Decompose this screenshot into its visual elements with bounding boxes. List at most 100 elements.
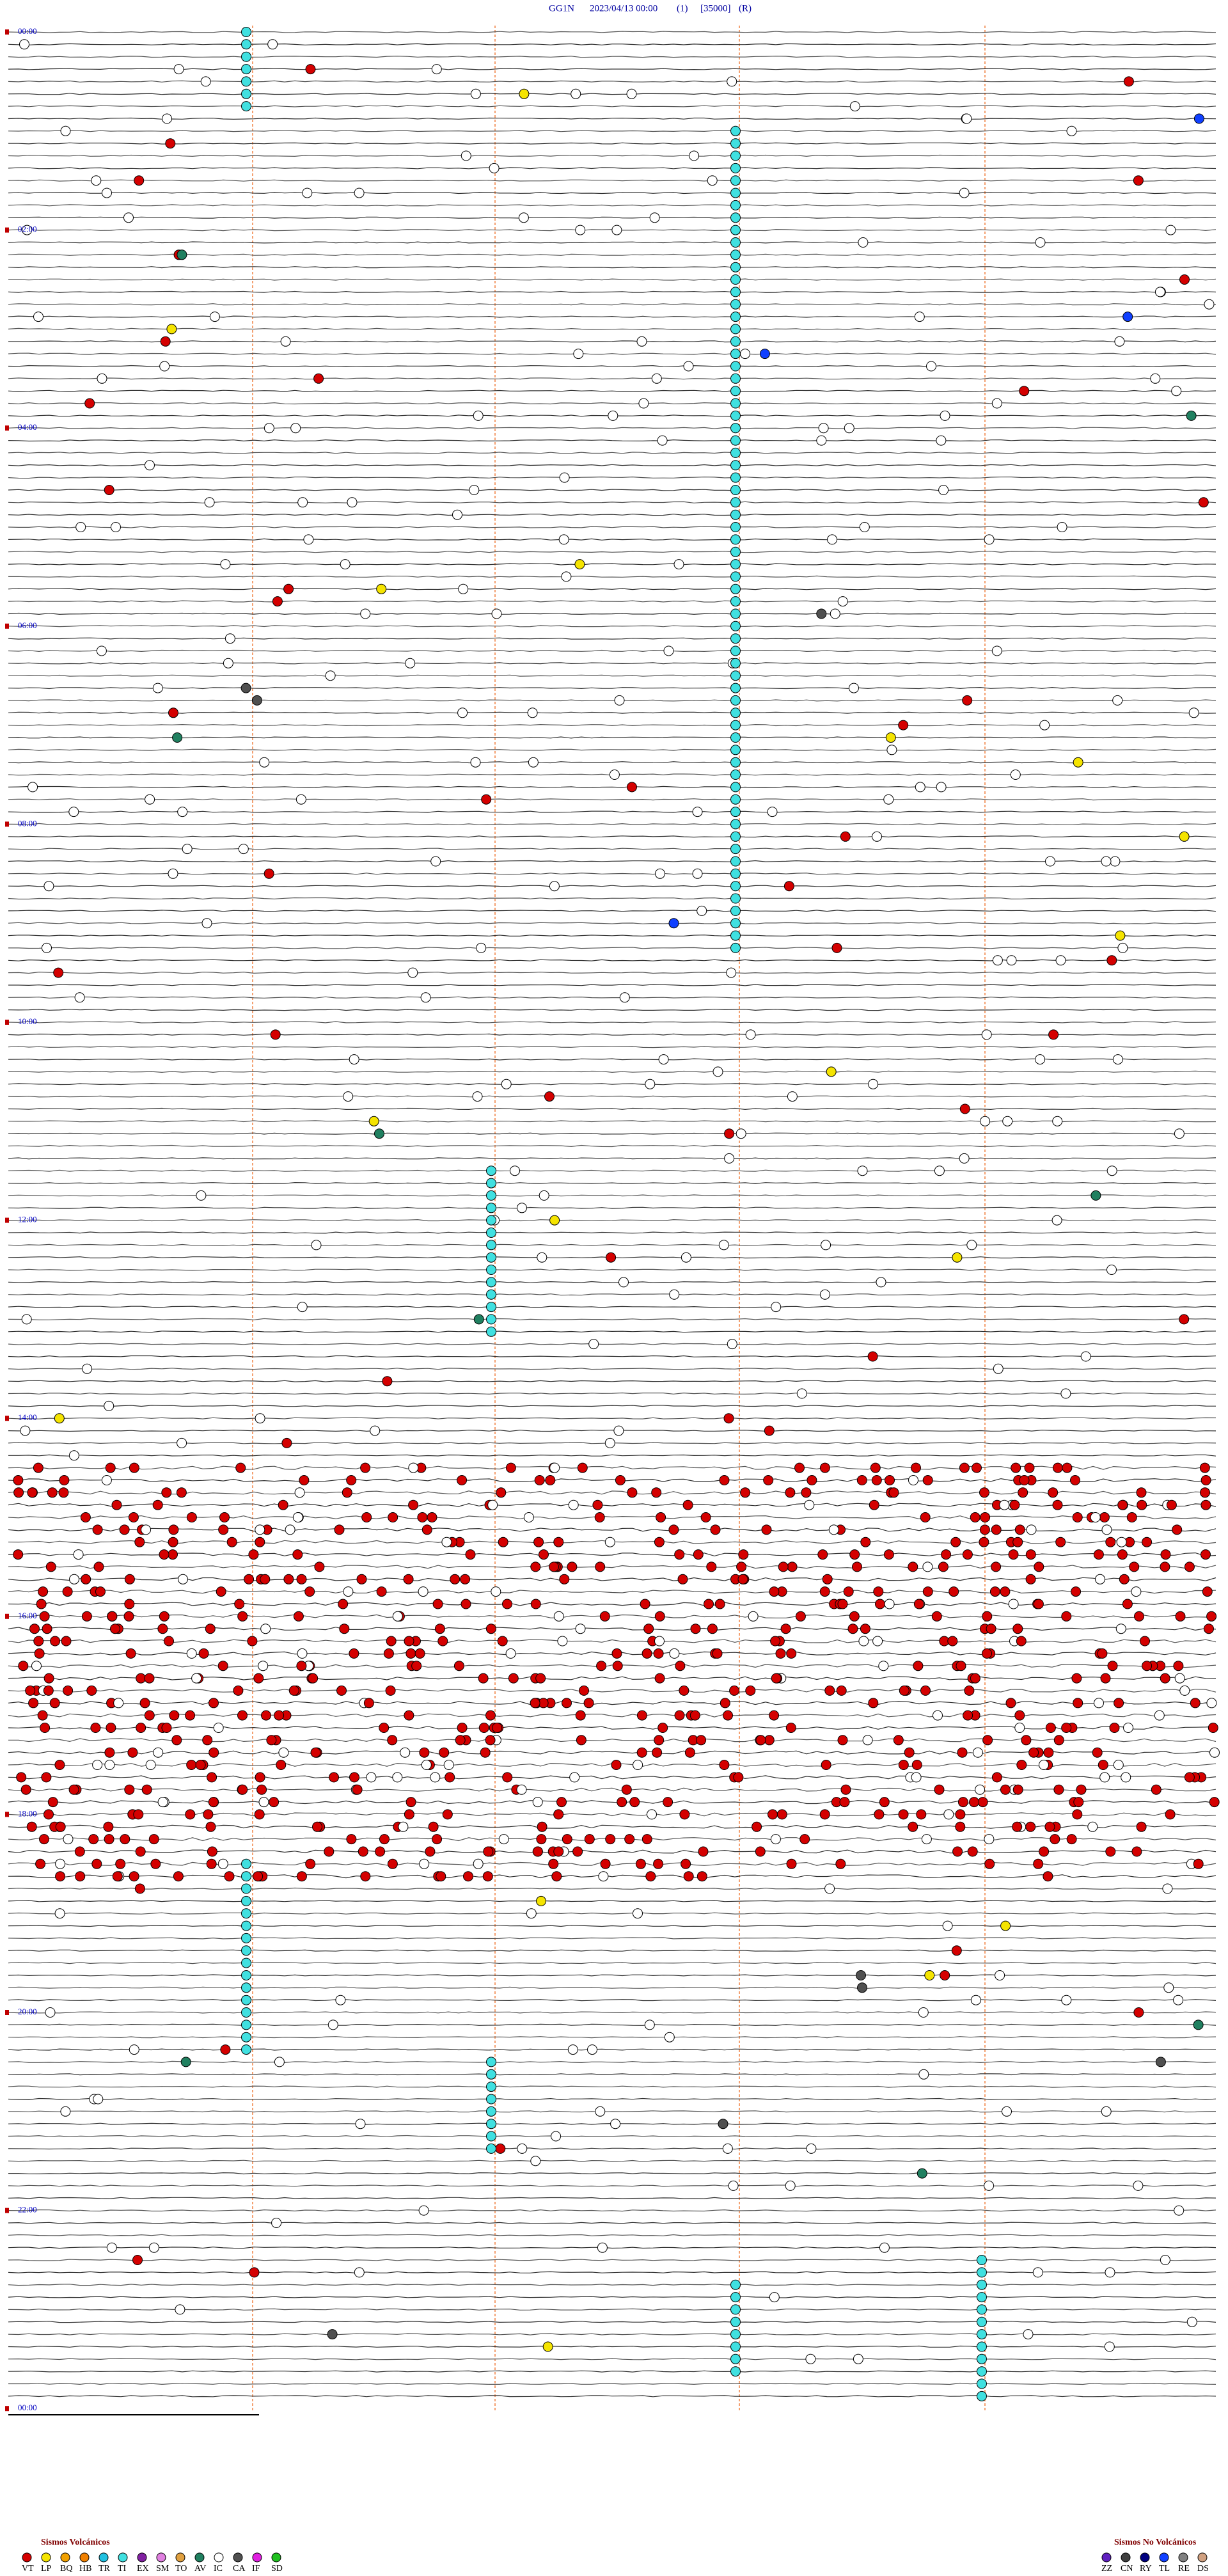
- event-marker: [595, 1561, 606, 1572]
- event-marker: [255, 1772, 265, 1783]
- event-marker: [276, 1760, 287, 1770]
- event-marker: [669, 1289, 680, 1300]
- legend-label: HB: [79, 2564, 91, 2573]
- event-marker: [938, 485, 949, 495]
- event-marker: [1099, 1512, 1110, 1522]
- event-marker: [379, 1834, 390, 1845]
- event-marker: [463, 1871, 473, 1882]
- event-marker: [104, 1400, 114, 1411]
- event-marker: [730, 2304, 741, 2315]
- event-marker: [19, 39, 29, 50]
- event-marker: [486, 2131, 496, 2142]
- event-marker: [53, 967, 64, 978]
- legend-swatch: [1197, 2552, 1208, 2563]
- event-marker: [683, 361, 694, 372]
- event-marker: [849, 1611, 860, 1622]
- trace: [8, 1614, 1216, 1618]
- trace: [8, 885, 1216, 887]
- event-marker: [567, 2044, 578, 2055]
- event-marker: [264, 868, 274, 879]
- event-marker: [1133, 2180, 1144, 2191]
- event-marker: [575, 1624, 586, 1634]
- event-marker: [730, 559, 741, 570]
- event-marker: [915, 782, 925, 793]
- event-marker: [260, 1574, 271, 1584]
- event-marker: [498, 1834, 509, 1845]
- event-marker: [917, 2168, 927, 2179]
- trace: [8, 1206, 1216, 1209]
- event-marker: [690, 1624, 701, 1634]
- legend-label: SD: [271, 2564, 283, 2573]
- event-marker: [884, 1599, 895, 1609]
- event-marker: [404, 1809, 414, 1820]
- event-marker: [883, 794, 894, 805]
- event-marker: [157, 1624, 168, 1634]
- event-marker: [730, 423, 741, 434]
- trace: [8, 2073, 1216, 2076]
- event-marker: [75, 1871, 86, 1882]
- event-marker: [868, 1079, 879, 1089]
- event-marker: [134, 1883, 145, 1894]
- event-marker: [376, 1586, 387, 1597]
- trace: [8, 2308, 1216, 2311]
- event-marker: [152, 683, 163, 693]
- trace: [8, 1849, 1216, 1854]
- event-marker: [730, 868, 741, 879]
- event-marker: [124, 1599, 135, 1609]
- event-marker: [95, 1586, 106, 1597]
- event-marker: [1140, 1636, 1150, 1647]
- event-marker: [856, 1970, 866, 1980]
- event-marker: [1160, 1673, 1170, 1684]
- event-marker: [959, 1153, 970, 1164]
- event-marker: [303, 534, 314, 545]
- event-marker: [1206, 1611, 1217, 1622]
- trace: [8, 1577, 1216, 1581]
- event-marker: [822, 1574, 833, 1584]
- trace: [8, 897, 1216, 900]
- event-marker: [940, 410, 950, 421]
- event-marker: [387, 1735, 398, 1746]
- event-marker: [551, 1871, 562, 1882]
- hour-tick: [5, 2208, 9, 2213]
- event-marker: [922, 1475, 933, 1485]
- event-marker: [497, 1636, 508, 1647]
- event-marker: [770, 1636, 781, 1647]
- event-marker: [63, 1834, 74, 1845]
- event-marker: [977, 1797, 988, 1808]
- event-marker: [84, 398, 95, 409]
- event-marker: [904, 1747, 915, 1758]
- event-marker: [148, 1834, 159, 1845]
- event-marker: [1154, 1710, 1165, 1721]
- event-marker: [1123, 76, 1134, 87]
- event-marker: [486, 1265, 496, 1275]
- event-marker: [26, 1821, 37, 1832]
- event-marker: [844, 423, 854, 434]
- event-marker: [920, 1685, 931, 1696]
- event-marker: [1175, 1611, 1186, 1622]
- event-marker: [853, 2353, 863, 2364]
- event-marker: [921, 1834, 932, 1845]
- trace: [8, 1664, 1216, 1668]
- event-marker: [196, 1190, 207, 1201]
- event-marker: [668, 918, 679, 929]
- event-marker: [68, 1784, 79, 1795]
- event-marker: [106, 2242, 117, 2253]
- legend-swatch: [156, 2552, 166, 2563]
- event-marker: [642, 1648, 652, 1659]
- event-marker: [569, 1772, 580, 1783]
- event-marker: [25, 1685, 36, 1696]
- trace: [8, 167, 1216, 170]
- trace: [8, 1331, 1216, 1333]
- event-marker: [325, 670, 336, 681]
- event-marker: [619, 992, 630, 1003]
- event-marker: [597, 2242, 608, 2253]
- hour-tick: [5, 425, 9, 431]
- event-marker: [208, 1797, 219, 1808]
- event-marker: [740, 349, 750, 360]
- event-marker: [473, 1314, 484, 1325]
- event-marker: [924, 1970, 935, 1980]
- event-marker: [819, 1462, 830, 1473]
- trace: [8, 514, 1216, 516]
- event-marker: [972, 1462, 982, 1473]
- event-marker: [1060, 1388, 1071, 1399]
